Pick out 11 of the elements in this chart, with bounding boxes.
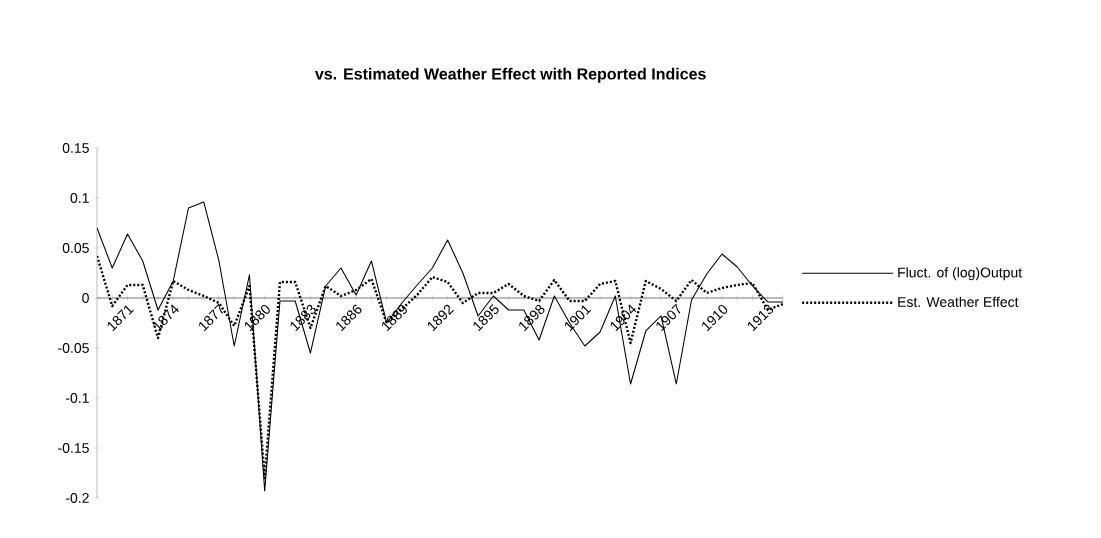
y-tick-label: 0.15 [62,143,89,153]
y-tick-label: -0.15 [58,443,89,453]
y-tick-label: -0.2 [65,493,89,503]
y-tick-label: 0.1 [70,193,89,203]
text: Fluct. of (log)Output [898,267,1022,281]
y-tick-label: -0.05 [58,343,89,353]
y-tick-label: -0.1 [65,393,89,403]
y-tick-label: 0 [82,293,89,303]
text: Est. Weather Effect [898,296,1019,307]
chart-title: vs. Estimated Weather Effect with Reported Indices [314,67,706,83]
y-tick-label: 0.05 [62,243,89,253]
